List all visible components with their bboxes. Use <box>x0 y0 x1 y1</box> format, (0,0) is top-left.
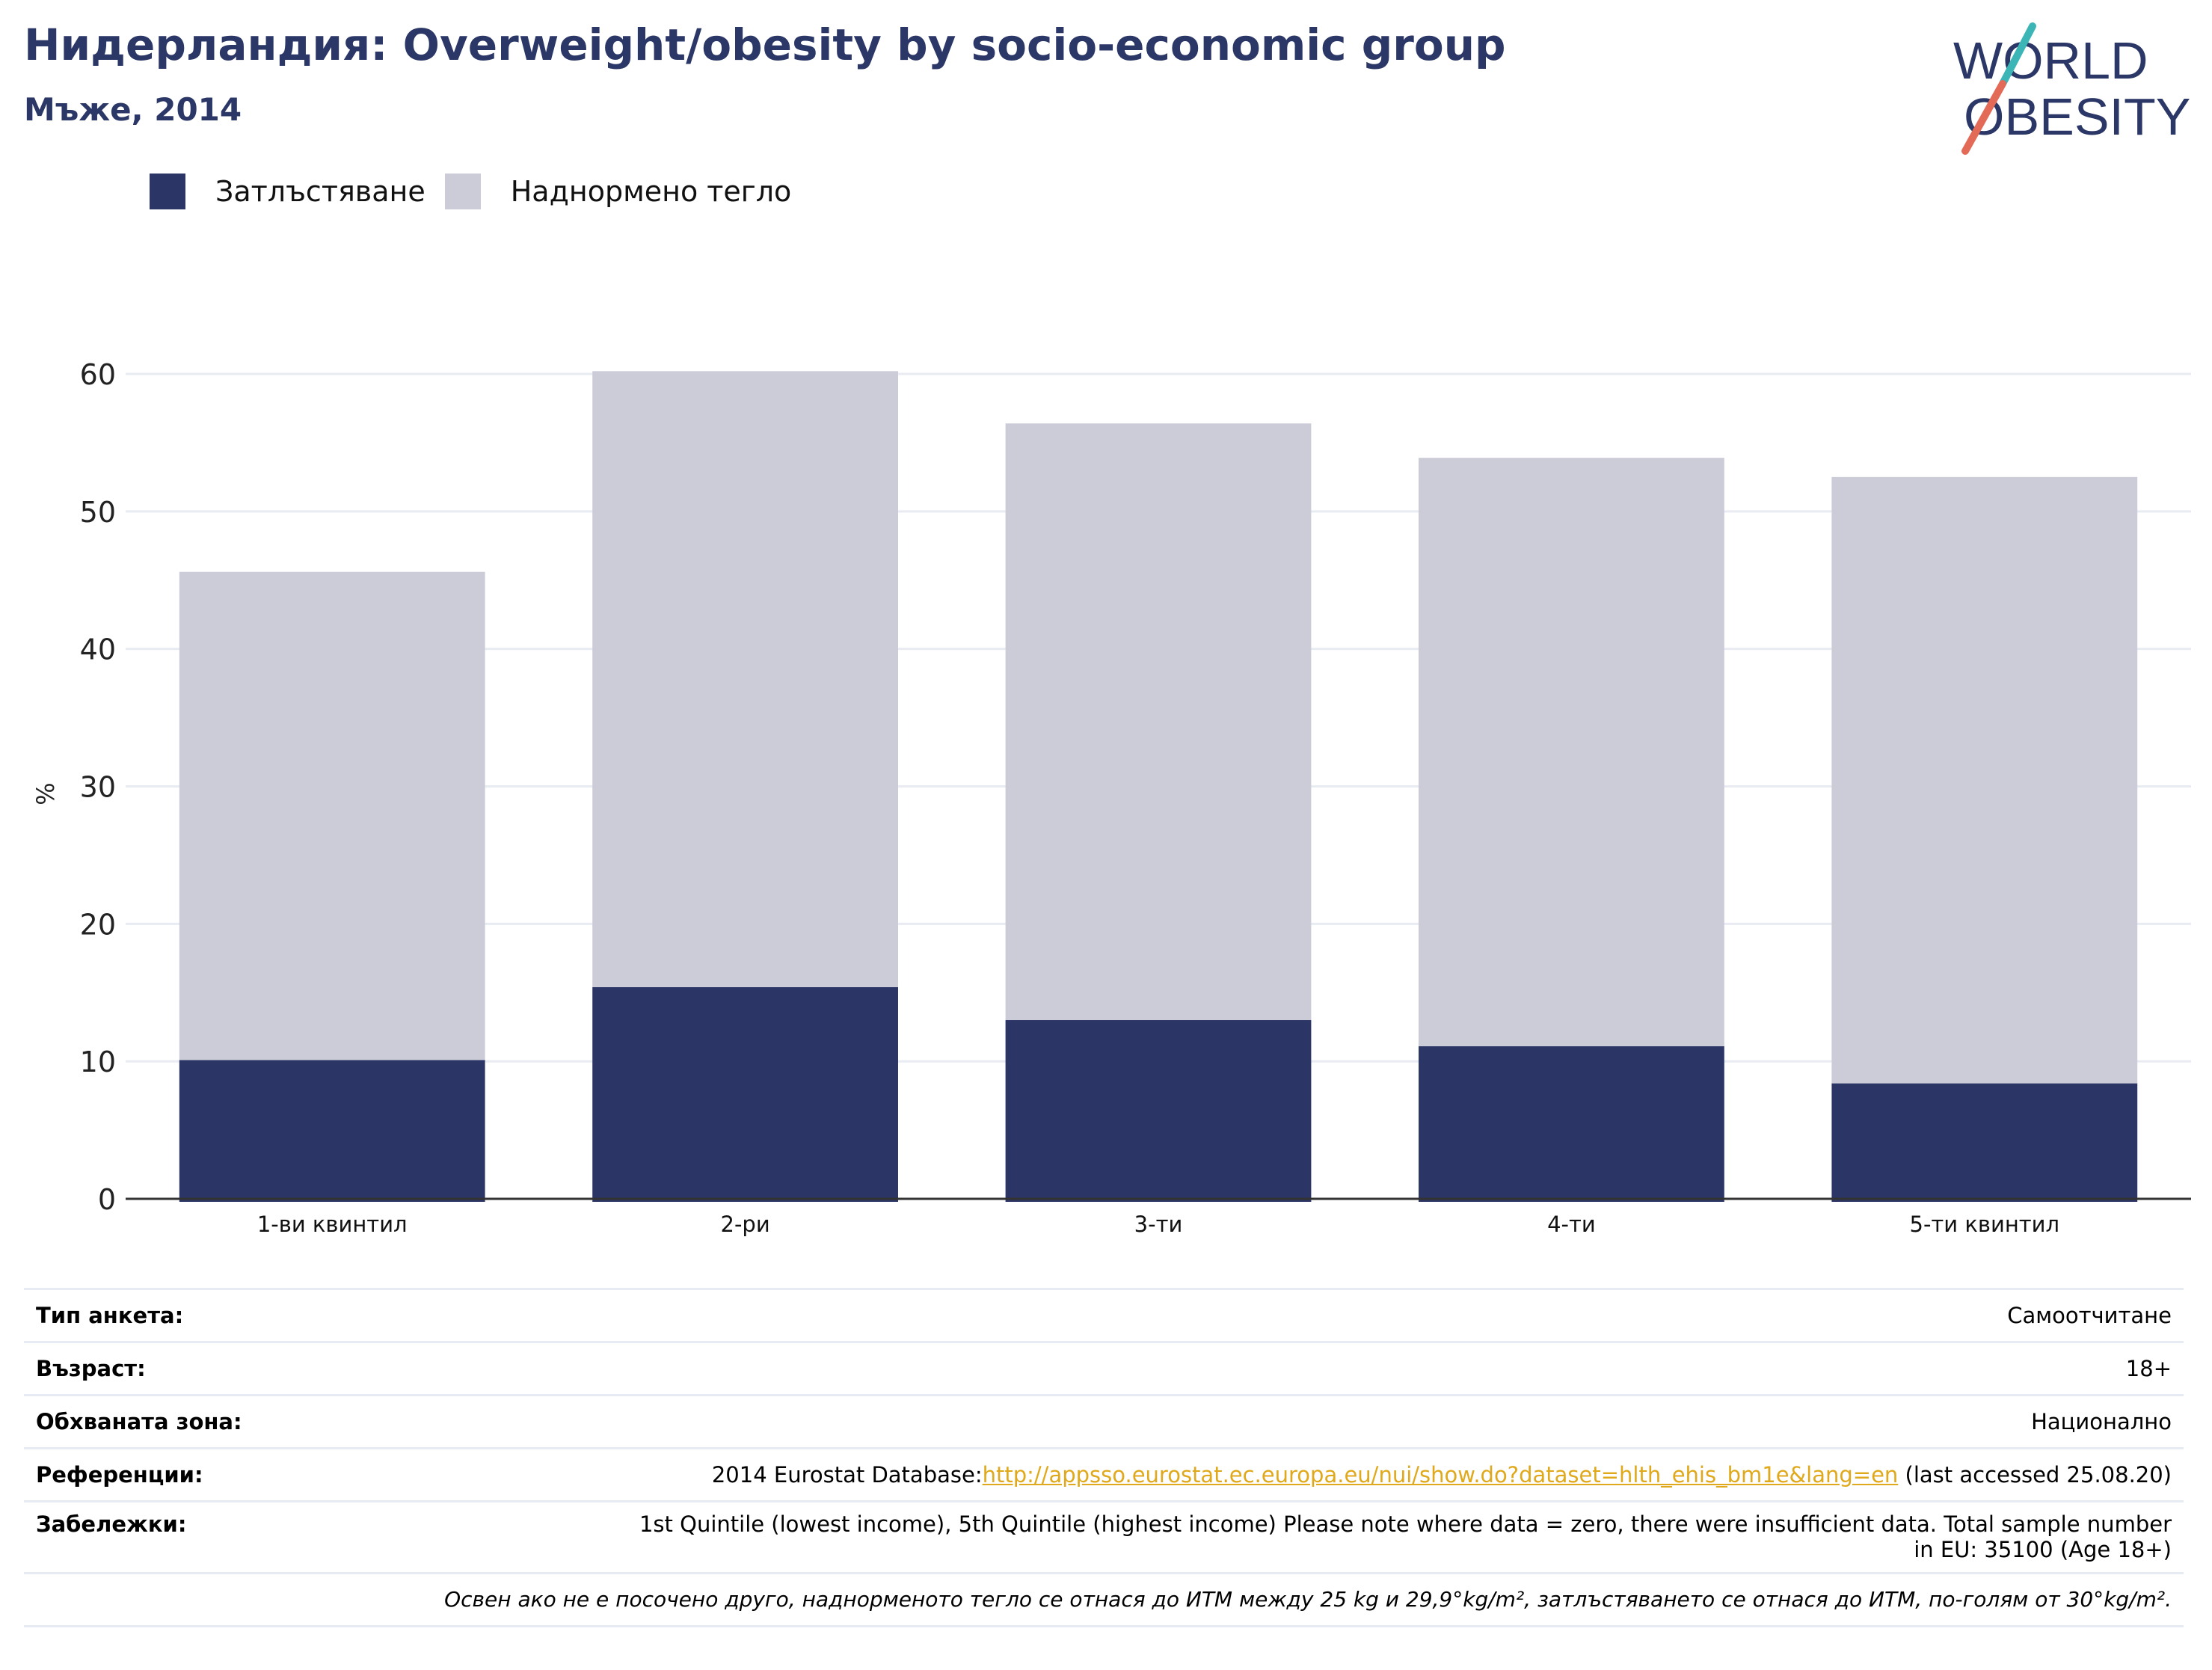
svg-text:OBESITY: OBESITY <box>1964 88 2190 146</box>
bar-overweight <box>592 371 898 987</box>
chart-legend: Затлъстяване Наднормено тегло <box>150 171 811 212</box>
meta-value-references: 2014 Eurostat Database:http://appsso.eur… <box>712 1449 2172 1500</box>
meta-value-survey-type: Самоотчитане <box>2007 1303 2172 1328</box>
svg-text:WORLD: WORLD <box>1953 31 2148 90</box>
bar-obesity <box>1005 1020 1312 1202</box>
world-obesity-logo: WORLD OBESITY <box>1953 22 2190 155</box>
x-tick-label: 2-ри <box>721 1212 770 1237</box>
y-tick-label: 60 <box>80 358 116 391</box>
meta-label-age: Възраст: <box>36 1356 146 1381</box>
bar-obesity <box>592 986 898 1202</box>
x-tick-label: 4-ти <box>1547 1212 1596 1237</box>
meta-row-age: Възраст: 18+ <box>24 1341 2184 1394</box>
meta-row-survey-type: Тип анкета: Самоотчитане <box>24 1288 2184 1341</box>
meta-label-references: Референции: <box>36 1462 203 1488</box>
bar-overweight <box>1005 423 1312 1021</box>
y-axis-label: % <box>31 782 60 805</box>
bar-obesity <box>179 1060 485 1202</box>
reference-prefix: 2014 Eurostat Database: <box>711 1462 983 1488</box>
meta-value-area: Национално <box>2031 1409 2172 1434</box>
notes-line-1: 1st Quintile (lowest income), 5th Quinti… <box>639 1511 2172 1537</box>
reference-link[interactable]: http://appsso.eurostat.ec.europa.eu/nui/… <box>982 1462 1899 1488</box>
page-title: Нидерландия: Overweight/obesity by socio… <box>24 19 1506 70</box>
meta-value-notes: 1st Quintile (lowest income), 5th Quinti… <box>639 1511 2172 1572</box>
y-tick-label: 20 <box>80 908 116 941</box>
bmi-footnote: Освен ако не е посочено друго, наднормен… <box>24 1572 2184 1627</box>
meta-value-age: 18+ <box>2125 1356 2172 1381</box>
x-tick-label: 5-ти квинтил <box>1910 1212 2060 1237</box>
meta-label-area: Обхваната зона: <box>36 1409 242 1434</box>
x-tick-label: 1-ви квинтил <box>257 1212 408 1237</box>
meta-row-notes: Забележки: 1st Quintile (lowest income),… <box>24 1500 2184 1572</box>
y-tick-label: 0 <box>98 1183 116 1216</box>
bar-overweight <box>1419 458 1724 1046</box>
x-tick-label: 3-ти <box>1134 1212 1183 1237</box>
reference-suffix: (last accessed 25.08.20) <box>1898 1462 2172 1488</box>
bar-obesity <box>1831 1083 2138 1202</box>
meta-label-survey-type: Тип анкета: <box>36 1303 184 1328</box>
meta-label-notes: Забележки: <box>36 1511 187 1537</box>
y-tick-label: 30 <box>80 771 116 804</box>
meta-row-references: Референции: 2014 Eurostat Database:http:… <box>24 1447 2184 1500</box>
legend-swatch-overweight <box>444 174 481 209</box>
stacked-bar-chart: 0 10 20 30 40 50 60% 1-ви квинтил 2-ри 3-ти 4-ти 5-… <box>31 358 2191 1237</box>
legend-label-overweight: Наднормено тегло <box>510 175 792 208</box>
legend-label-obesity: Затлъстяване <box>215 175 425 208</box>
notes-line-2: in EU: 35100 (Age 18+) <box>1914 1537 2172 1562</box>
y-tick-label: 40 <box>80 633 116 666</box>
legend-swatch-obesity <box>150 174 185 209</box>
bar-overweight <box>1831 476 2138 1084</box>
meta-row-area: Обхваната зона: Национално <box>24 1394 2184 1447</box>
metadata-table: Тип анкета: Самоотчитане Възраст: 18+ Об… <box>24 1288 2184 1627</box>
y-tick-label: 50 <box>80 496 116 529</box>
bar-overweight <box>179 571 485 1060</box>
y-tick-label: 10 <box>80 1046 116 1078</box>
page-subtitle: Мъже, 2014 <box>24 91 242 128</box>
bar-obesity <box>1419 1046 1724 1202</box>
